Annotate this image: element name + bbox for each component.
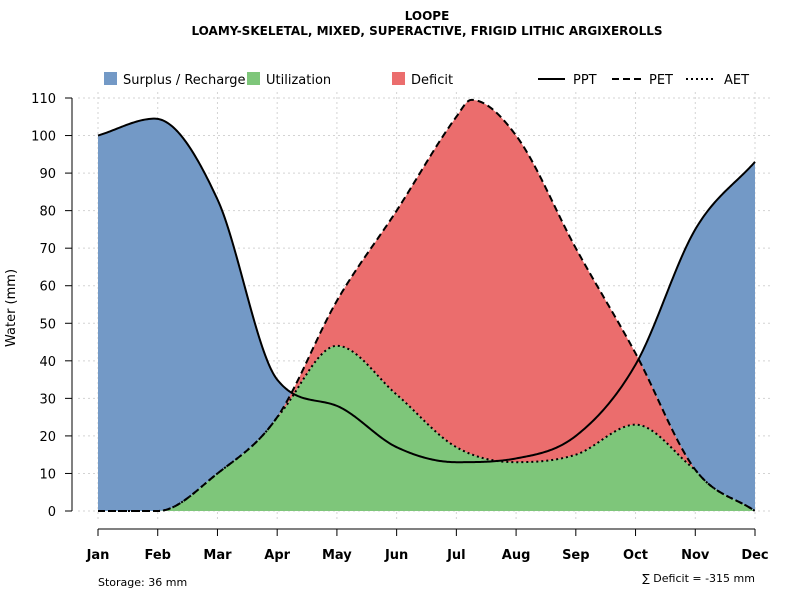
legend-label-pet: PET — [649, 73, 673, 88]
chart-subtitle: LOAMY-SKELETAL, MIXED, SUPERACTIVE, FRIG… — [191, 24, 662, 38]
legend-label-utilization: Utilization — [266, 73, 331, 88]
x-tick-label-oct: Oct — [623, 548, 648, 563]
x-tick-label-feb: Feb — [144, 548, 170, 563]
legend-label-aet: AET — [724, 73, 749, 88]
x-tick-label-apr: Apr — [264, 548, 290, 563]
chart-title: LOOPE — [405, 9, 450, 23]
y-tick-label-0: 0 — [48, 505, 56, 520]
legend-swatch-utilization — [247, 72, 260, 85]
y-tick-label-50: 50 — [39, 317, 56, 332]
y-tick-label-60: 60 — [39, 280, 56, 295]
legend-label-deficit: Deficit — [411, 73, 453, 88]
y-tick-label-90: 90 — [39, 167, 56, 182]
y-tick-label-80: 80 — [39, 205, 56, 220]
surplus-area — [98, 118, 755, 512]
y-tick-label-10: 10 — [39, 467, 56, 482]
x-tick-label-jan: Jan — [86, 548, 110, 563]
storage-note: Storage: 36 mm — [98, 576, 187, 589]
area-fills — [98, 99, 755, 512]
x-tick-label-dec: Dec — [741, 548, 768, 563]
x-tick-label-sep: Sep — [562, 548, 590, 563]
y-tick-label-40: 40 — [39, 355, 56, 370]
utilization-area — [98, 345, 755, 511]
series-lines — [97, 98, 756, 512]
y-axis-label: Water (mm) — [4, 269, 19, 347]
deficit-area — [98, 99, 755, 511]
x-tick-label-jun: Jun — [384, 548, 408, 563]
x-tick-label-jul: Jul — [446, 548, 466, 563]
x-tick-label-aug: Aug — [502, 548, 531, 563]
y-tick-label-100: 100 — [31, 130, 56, 145]
y-tick-label-70: 70 — [39, 242, 56, 257]
x-tick-label-may: May — [322, 548, 352, 563]
legend-swatch-deficit — [392, 72, 405, 85]
y-tick-label-20: 20 — [39, 430, 56, 445]
deficit-sum-note: ∑ Deficit = -315 mm — [642, 572, 755, 585]
y-tick-label-110: 110 — [31, 92, 56, 107]
x-tick-label-nov: Nov — [681, 548, 710, 563]
y-tick-label-30: 30 — [39, 392, 56, 407]
axes: 0 10 20 30 40 50 60 70 80 90 100 110 Jan Feb Mar Apr May… — [31, 92, 768, 563]
legend-swatch-surplus — [104, 72, 117, 85]
legend-label-ppt: PPT — [573, 73, 597, 88]
pet-line — [98, 98, 756, 512]
ppt-line — [97, 117, 756, 464]
legend-label-surplus: Surplus / Recharge — [123, 73, 246, 88]
legend: Surplus / Recharge Utilization Deficit P… — [104, 72, 749, 88]
x-tick-label-mar: Mar — [203, 548, 232, 563]
